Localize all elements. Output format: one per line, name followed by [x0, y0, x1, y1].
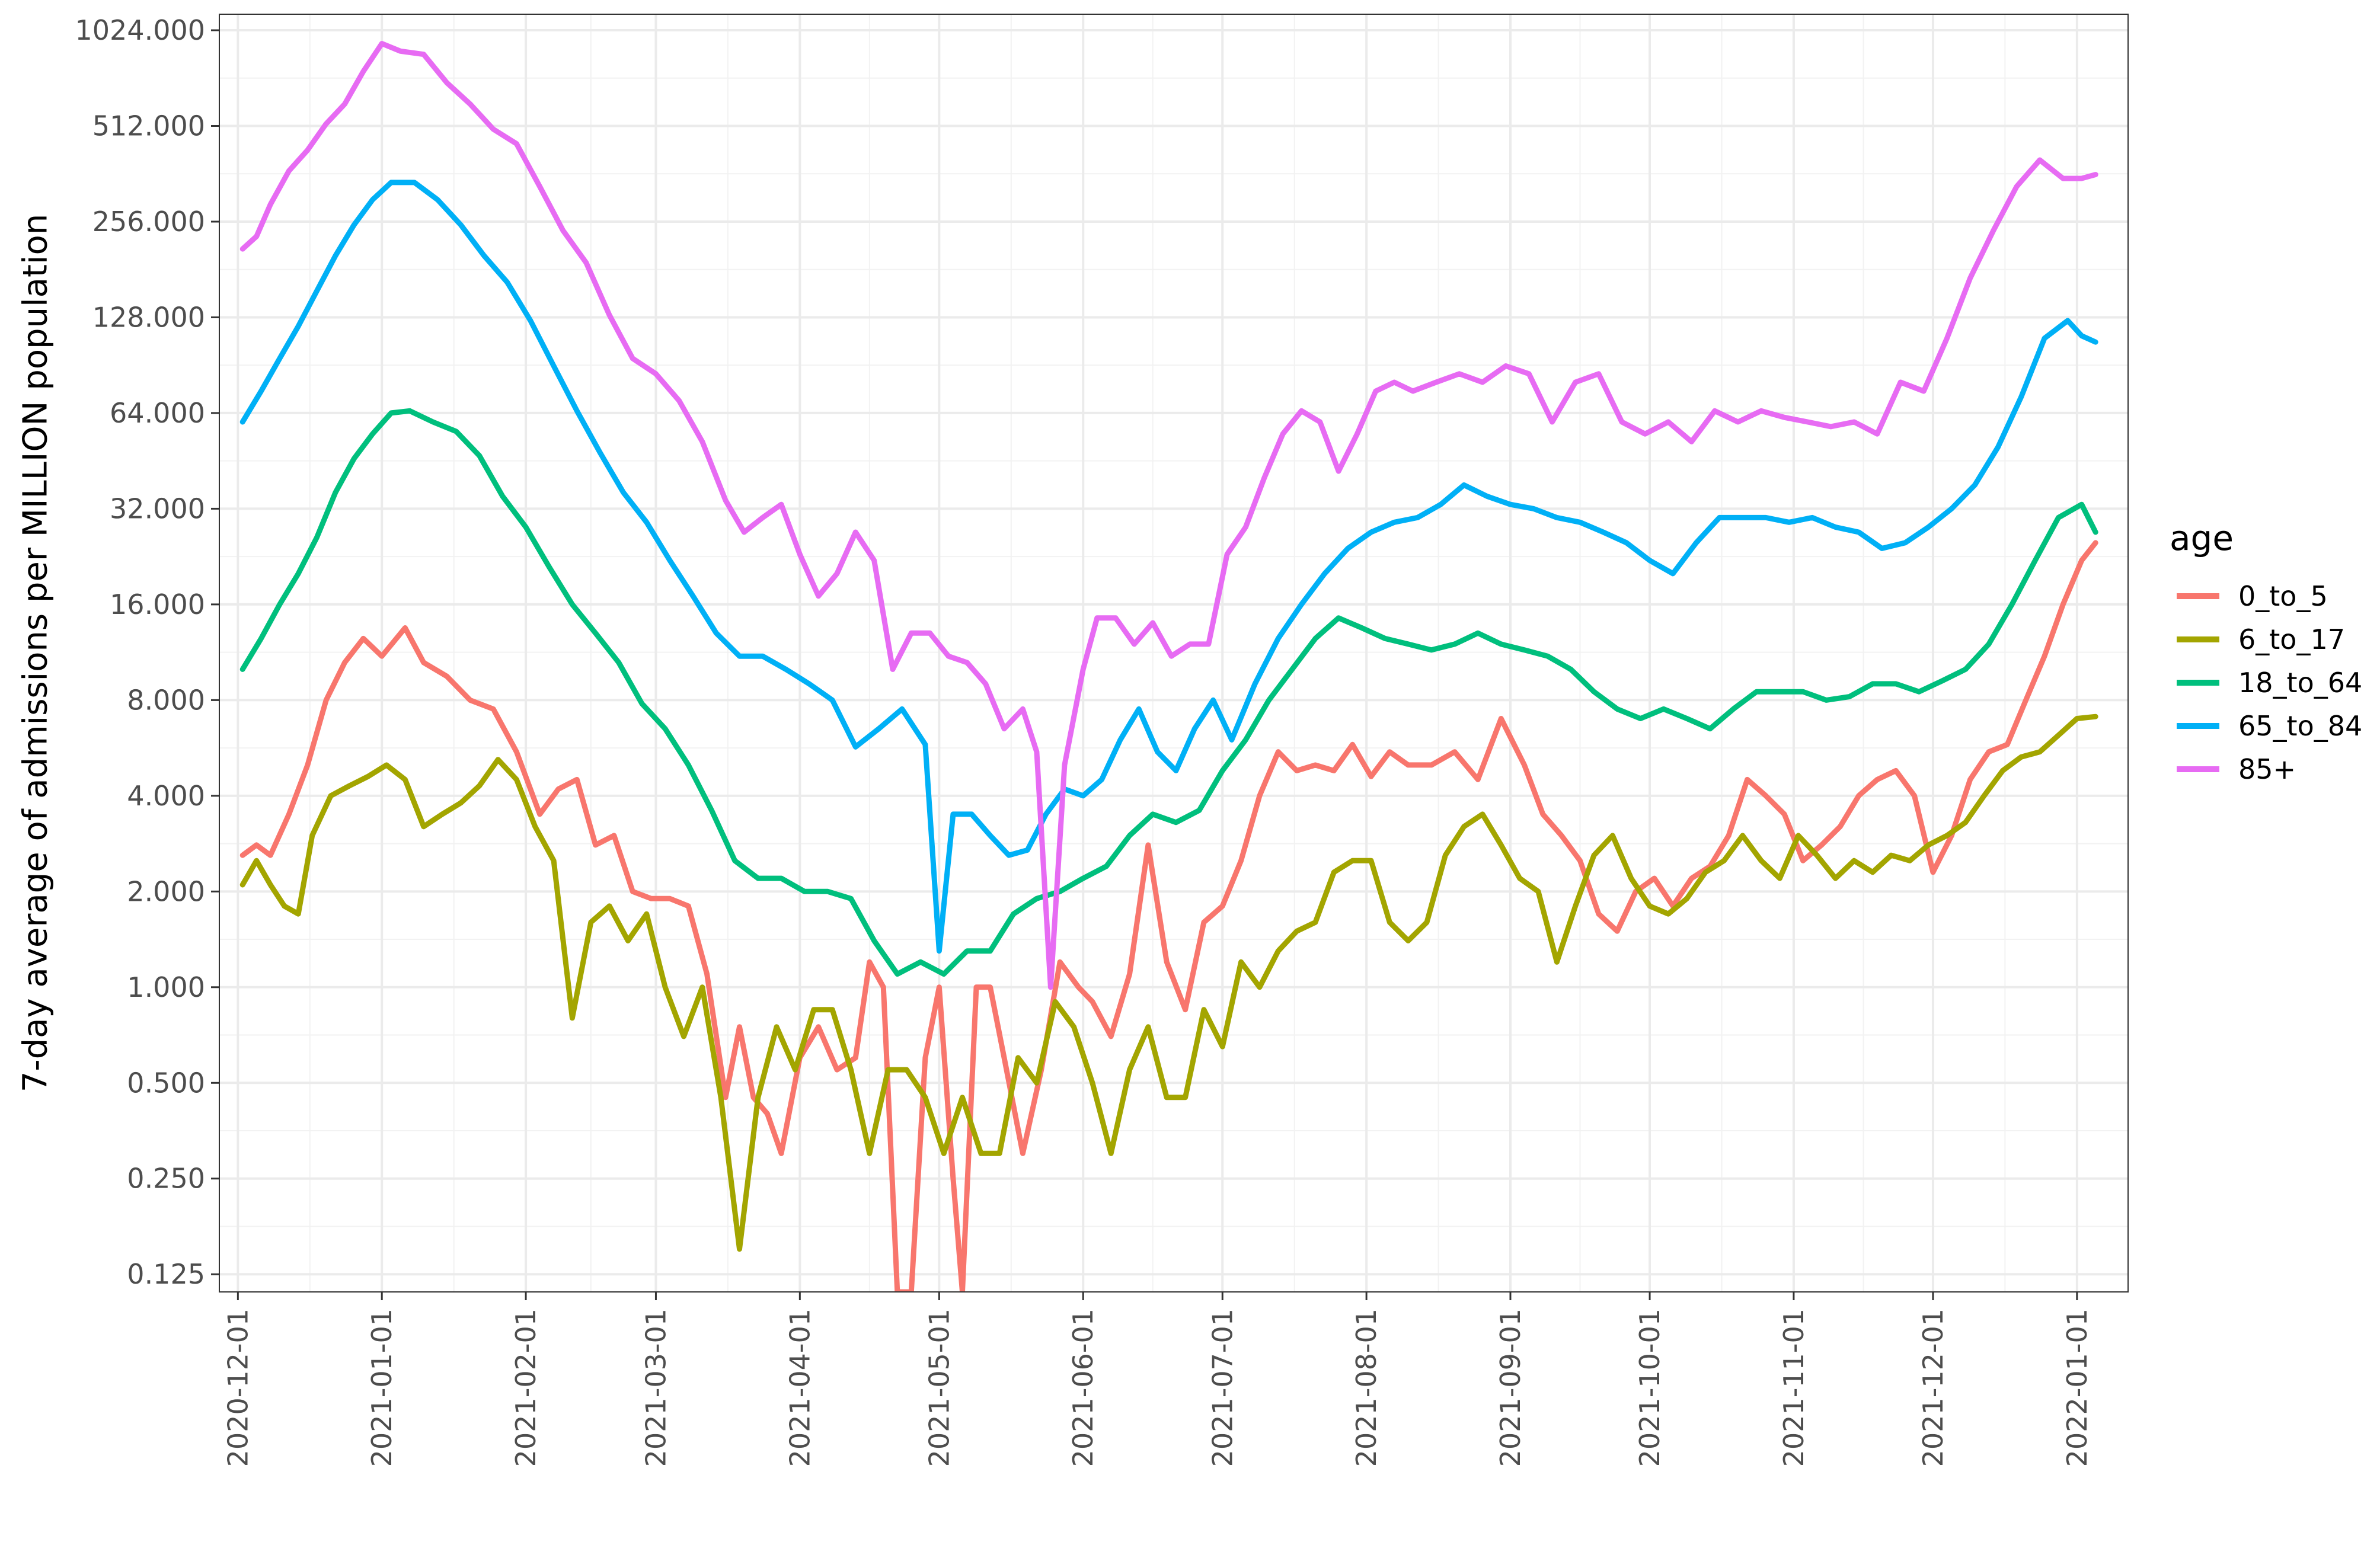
series-layer: [239, 41, 2098, 1292]
y-tick-label: 8.000: [127, 684, 205, 716]
x-tick-label: 2020-12-01: [222, 1309, 254, 1467]
y-tick-label: 4.000: [127, 780, 205, 812]
x-tick-label: 2021-12-01: [1917, 1309, 1949, 1467]
series-line-6-to-17: [239, 714, 2098, 1252]
y-tick-label: 256.000: [92, 206, 205, 238]
y-tick-label: 1024.000: [75, 14, 206, 46]
legend-label: 85+: [2238, 753, 2296, 785]
x-tick-label: 2021-08-01: [1350, 1309, 1382, 1467]
series-line-18-to-64: [239, 408, 2098, 977]
y-tick-label: 0.500: [127, 1067, 205, 1099]
axis-layer: 2020-12-01 2021-01-01 2021-02-01 2021-03-01…: [75, 14, 2093, 1467]
series-line-0-to-5: [239, 540, 2098, 1292]
legend-label: 0_to_5: [2238, 580, 2328, 612]
x-tick-label: 2021-07-01: [1206, 1309, 1238, 1467]
x-tick-label: 2021-11-01: [1778, 1309, 1810, 1467]
legend-label: 18_to_64: [2238, 667, 2362, 699]
legend: age 0_to_5 6_to_17 18_to_64 65_to_84 85+: [2170, 518, 2362, 785]
x-tick-label: 2021-04-01: [784, 1309, 816, 1467]
x-tick-label: 2021-02-01: [510, 1309, 542, 1467]
y-tick-label: 32.000: [110, 492, 205, 524]
y-tick-label: 64.000: [110, 397, 205, 429]
x-tick-label: 2021-10-01: [1634, 1309, 1666, 1467]
x-tick-label: 2021-05-01: [923, 1309, 955, 1467]
legend-items: 0_to_5 6_to_17 18_to_64 65_to_84 85+: [2177, 580, 2362, 785]
legend-title: age: [2170, 518, 2234, 558]
y-tick-label: 512.000: [92, 110, 205, 142]
y-tick-label: 1.000: [127, 971, 205, 1003]
x-tick-label: 2021-01-01: [366, 1309, 398, 1467]
x-tick-label: 2021-06-01: [1067, 1309, 1099, 1467]
series-line-85-: [239, 41, 2098, 990]
x-tick-label: 2022-01-01: [2061, 1309, 2093, 1467]
y-tick-label: 0.125: [127, 1258, 205, 1290]
series-line-65-to-84: [239, 180, 2098, 954]
y-tick-label: 0.250: [127, 1163, 205, 1195]
y-tick-label: 16.000: [110, 588, 205, 620]
panel-border: [219, 14, 2129, 1293]
y-axis-title: 7-day average of admissions per MILLION …: [17, 214, 55, 1092]
x-tick-label: 2021-03-01: [640, 1309, 672, 1467]
y-tick-label: 128.000: [92, 301, 205, 333]
x-tick-label: 2021-09-01: [1494, 1309, 1526, 1467]
y-tick-label: 2.000: [127, 875, 205, 907]
legend-label: 6_to_17: [2238, 623, 2345, 655]
legend-label: 65_to_84: [2238, 710, 2362, 742]
